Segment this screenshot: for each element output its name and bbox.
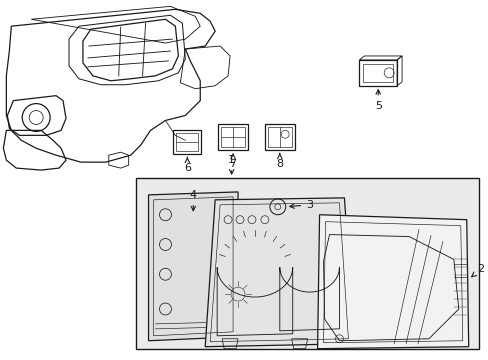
Text: 6: 6: [183, 157, 190, 173]
Text: 2: 2: [471, 264, 483, 277]
Text: 3: 3: [289, 200, 312, 210]
Polygon shape: [148, 192, 238, 341]
Text: 1: 1: [228, 155, 235, 174]
Text: 8: 8: [276, 153, 283, 169]
Text: 5: 5: [374, 90, 381, 111]
Bar: [135, 178, 478, 349]
Text: 7: 7: [229, 153, 236, 169]
Polygon shape: [205, 198, 354, 347]
Polygon shape: [317, 215, 468, 349]
Text: 4: 4: [189, 190, 197, 211]
